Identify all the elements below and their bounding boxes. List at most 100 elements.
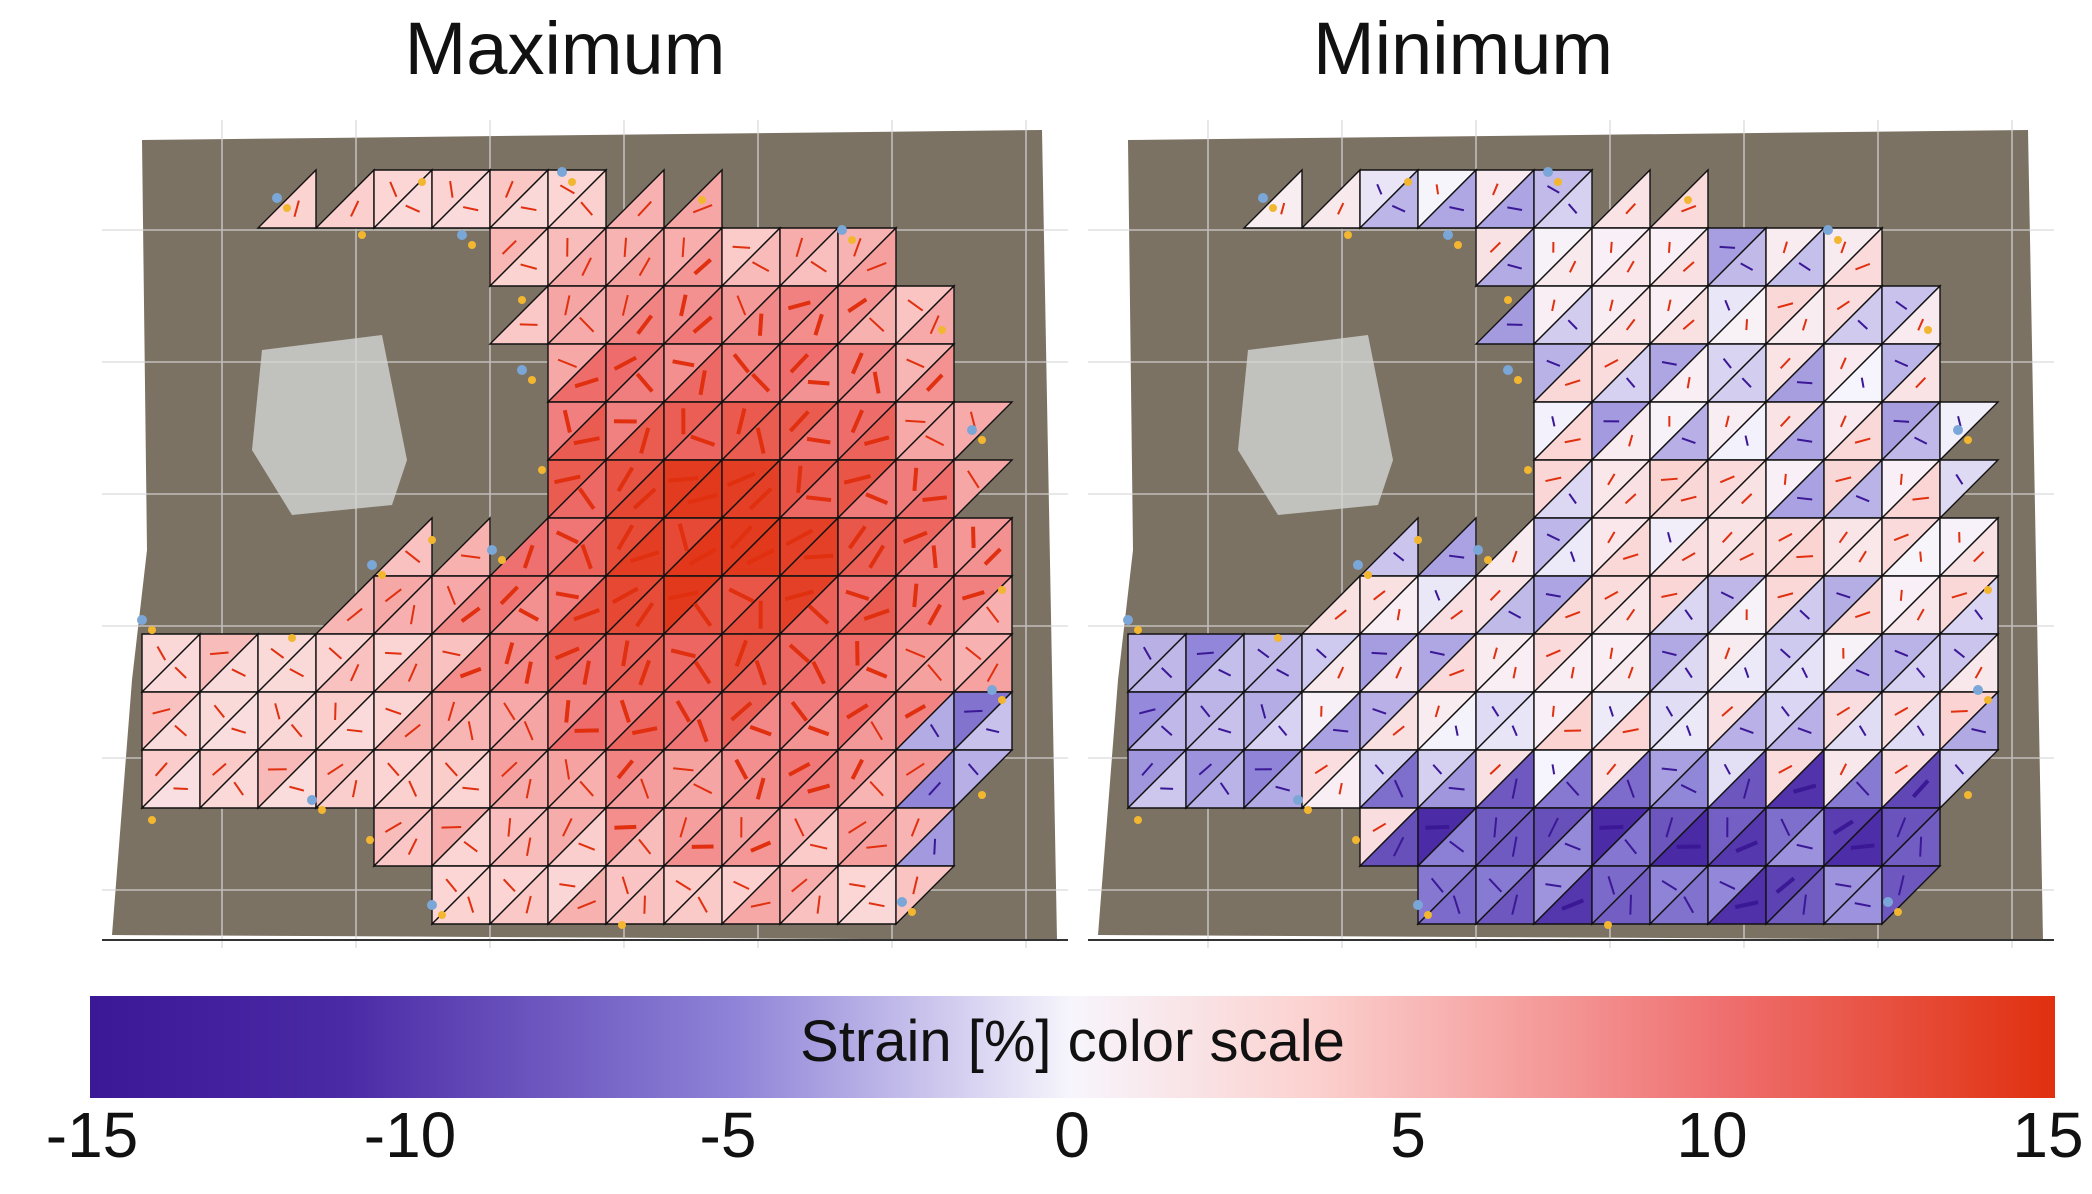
strain-direction-mark [1832,819,1854,836]
strain-direction-mark [971,526,976,548]
boundary-node [358,231,366,239]
strain-direction-mark [351,779,358,798]
strain-direction-mark [1376,183,1383,195]
strain-direction-mark [1218,668,1232,677]
strain-direction-mark [673,767,694,772]
strain-direction-mark [1919,836,1923,857]
strain-direction-mark [1783,473,1787,485]
strain-direction-mark [1855,781,1870,796]
strain-direction-mark [1899,589,1903,601]
strain-direction-mark [1894,764,1909,775]
strain-direction-mark [555,591,580,600]
strain-direction-mark [1449,840,1465,853]
strain-colorbar: Strain [%] color scale [90,996,2055,1098]
strain-direction-mark [1606,763,1617,776]
strain-direction-mark [233,781,244,796]
strain-direction-mark [1680,784,1697,794]
strain-direction-mark [290,723,303,738]
strain-direction-mark [350,200,360,217]
boundary-node [698,196,706,204]
strain-direction-mark [1779,357,1791,369]
strain-direction-mark [813,313,824,336]
strain-direction-mark [690,434,716,447]
strain-direction-mark [408,780,418,797]
strain-direction-mark [1839,763,1848,776]
strain-direction-mark [1564,438,1581,444]
strain-direction-mark [637,200,652,217]
strain-direction-mark [1739,552,1754,561]
strain-direction-mark [1779,415,1791,428]
strain-direction-mark [748,487,773,511]
strain-direction-mark [1372,822,1387,832]
strain-direction-mark [1489,241,1501,253]
strain-direction-mark [1624,493,1637,505]
strain-direction-mark [866,262,887,272]
boundary-node [1514,376,1522,384]
strain-direction-mark [616,759,635,780]
strain-direction-mark [732,353,751,374]
maximum-strain-map-svg [102,120,1068,948]
strain-direction-mark [1797,438,1813,443]
strain-direction-mark [807,725,830,737]
strain-direction-mark [1777,302,1794,309]
strain-direction-mark [1372,708,1387,715]
strain-direction-mark [1893,419,1910,423]
strain-direction-mark [1624,838,1638,855]
strain-direction-mark [1914,436,1928,445]
strain-direction-mark [1334,609,1347,620]
strain-direction-mark [1778,764,1793,774]
strain-direction-mark [985,606,1000,624]
strain-direction-mark [866,844,888,849]
strain-direction-mark [752,261,770,273]
strain-direction-mark [905,648,926,659]
strain-direction-mark [404,550,421,564]
strain-direction-mark [1449,206,1465,212]
strain-direction-mark [688,547,717,566]
strain-direction-mark [1721,705,1734,717]
strain-direction-mark [640,778,650,799]
strain-direction-mark [757,313,764,336]
strain-direction-mark [1622,553,1639,560]
strain-direction-mark [1332,728,1349,733]
strain-direction-mark [810,260,827,273]
boundary-node [568,178,576,186]
strain-direction-mark [845,589,870,601]
strain-direction-mark [1547,817,1559,838]
strain-direction-mark [1661,879,1678,891]
strain-direction-mark [1661,650,1677,657]
strain-direction-mark [639,427,651,454]
strain-direction-mark [623,237,628,257]
strain-direction-mark [1838,531,1848,544]
strain-direction-mark [679,817,688,838]
strain-direction-mark [564,759,571,780]
strain-direction-mark [734,758,749,780]
strain-direction-mark [1780,705,1790,717]
strain-direction-mark [525,778,532,799]
strain-direction-mark [1545,476,1562,483]
strain-direction-mark [1954,764,1965,775]
strain-direction-mark [816,895,821,914]
strain-direction-mark [638,838,652,855]
strain-direction-mark [631,726,658,736]
strain-direction-mark [755,777,766,800]
strain-direction-mark [1896,817,1907,838]
strain-direction-mark [789,353,810,374]
strain-direction-mark [1855,495,1870,503]
boundary-node [938,326,946,334]
strain-direction-mark [635,372,654,393]
strain-direction-mark [1275,785,1290,792]
strain-direction-mark [697,896,708,913]
strain-direction-mark [868,317,885,332]
strain-direction-mark [1835,883,1852,888]
strain-direction-mark [1660,477,1678,481]
strain-direction-mark [1491,705,1500,717]
strain-direction-mark [346,728,363,733]
strain-direction-mark [152,708,171,715]
anchor-marker [1973,685,1983,695]
strain-direction-mark [1796,843,1813,850]
strain-direction-mark [1916,725,1925,737]
strain-direction-mark [1141,762,1154,776]
strain-direction-mark [1454,725,1459,736]
anchor-marker [1823,225,1833,235]
boundary-node [1554,178,1562,186]
